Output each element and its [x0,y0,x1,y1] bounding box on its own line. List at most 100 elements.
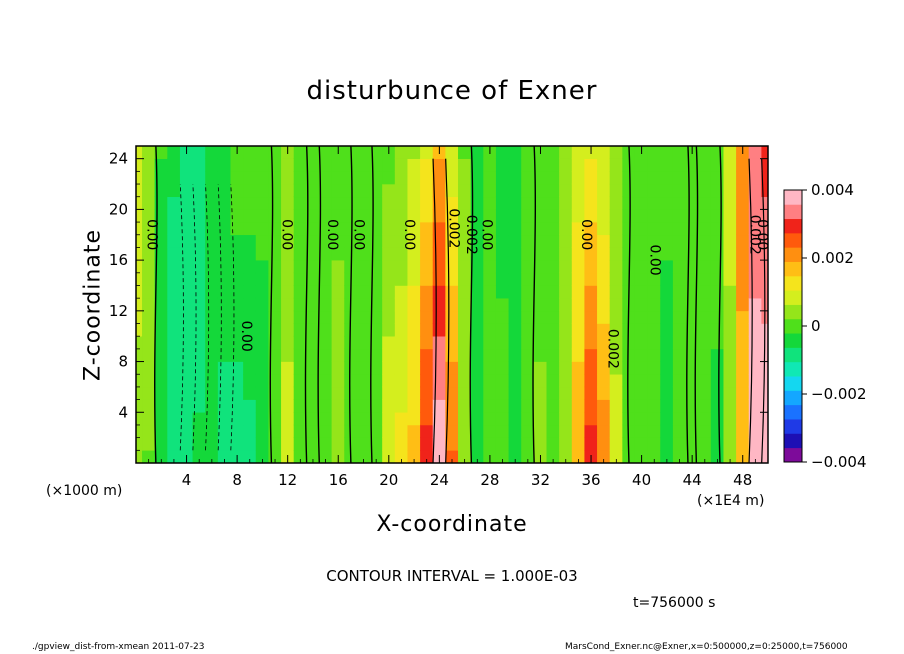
field-cell [445,196,459,210]
contour-label: 0.00 [754,219,770,250]
field-cell [318,272,333,286]
field-cell [736,437,750,451]
field-cell [647,348,661,362]
field-cell [458,221,472,236]
field-cell [571,386,586,400]
field-cell [407,373,421,388]
field-cell [748,209,762,223]
field-cell [243,361,257,375]
field-cell [382,335,396,350]
field-cell [710,386,725,400]
field-cell [508,335,522,350]
field-cell [445,437,459,451]
field-cell [761,424,768,438]
field-cell [255,297,270,312]
field-cell [407,450,421,463]
field-cell [217,285,232,299]
field-cell [230,386,244,400]
field-cell [508,310,522,324]
field-cell [243,399,257,413]
field-cell [154,348,168,362]
field-cell [458,424,472,438]
field-cell [192,386,206,400]
field-cell [470,146,484,159]
field-cell [660,348,674,362]
field-cell [306,196,320,210]
field-cell [559,411,573,426]
field-cell [458,158,472,172]
field-cell [179,411,194,426]
field-cell [445,221,459,236]
field-cell [533,348,548,362]
field-cell [293,361,307,375]
field-cell [344,373,358,388]
field-cell [723,310,737,324]
field-cell [571,437,586,451]
field-cell [698,335,712,350]
field-cell [634,285,649,299]
field-cell [672,234,687,248]
field-cell [710,221,725,236]
field-cell [660,411,674,426]
field-cell [142,450,156,463]
color-field [136,146,768,463]
field-cell [205,196,219,210]
field-cell [470,399,484,413]
field-cell [344,209,358,223]
field-cell [382,272,396,286]
field-cell [458,437,472,451]
contour-zero [370,146,374,463]
field-cell [660,221,674,236]
contour-zero [532,146,537,463]
field-cell [660,259,674,274]
field-cell [369,310,383,324]
field-cell [546,399,560,413]
field-cell [748,411,762,426]
field-cell [369,297,383,312]
field-cell [508,437,522,451]
field-cell [458,323,472,337]
field-cell [495,323,510,337]
field-cell [394,310,409,324]
field-cell [445,158,459,172]
field-cell [723,247,737,261]
field-cell [470,437,484,451]
field-cell [736,272,750,286]
field-cell [205,386,219,400]
field-cell [243,221,257,236]
field-cell [306,373,320,388]
field-cell [495,234,510,248]
field-cell [369,259,383,274]
field-cell [407,234,421,248]
x-tick-label: 16 [329,471,348,489]
field-cell [179,373,194,388]
field-cell [268,323,282,337]
field-cell [369,158,383,172]
field-cell [470,450,484,463]
field-cell [318,335,333,350]
field-cell [255,146,270,159]
field-cell [142,196,156,210]
field-cell [660,450,674,463]
field-cell [508,158,522,172]
field-cell [445,411,459,426]
field-cell [293,158,307,172]
footer-left: ./gpview_dist-from-xmean 2011-07-23 [32,642,205,652]
field-cell [154,424,168,438]
field-cell [470,411,484,426]
field-cell [369,450,383,463]
field-cell [192,411,206,426]
field-cell [710,183,725,198]
field-cell [293,285,307,299]
field-cell [205,285,219,299]
field-cell [136,234,143,248]
field-cell [154,450,168,463]
field-cell [470,361,484,375]
field-cell [546,247,560,261]
field-cell [382,373,396,388]
field-cell [521,450,535,463]
field-cell [142,424,156,438]
field-cell [331,272,345,286]
field-cell [344,183,358,198]
contour-label: 0.002 [605,329,621,369]
